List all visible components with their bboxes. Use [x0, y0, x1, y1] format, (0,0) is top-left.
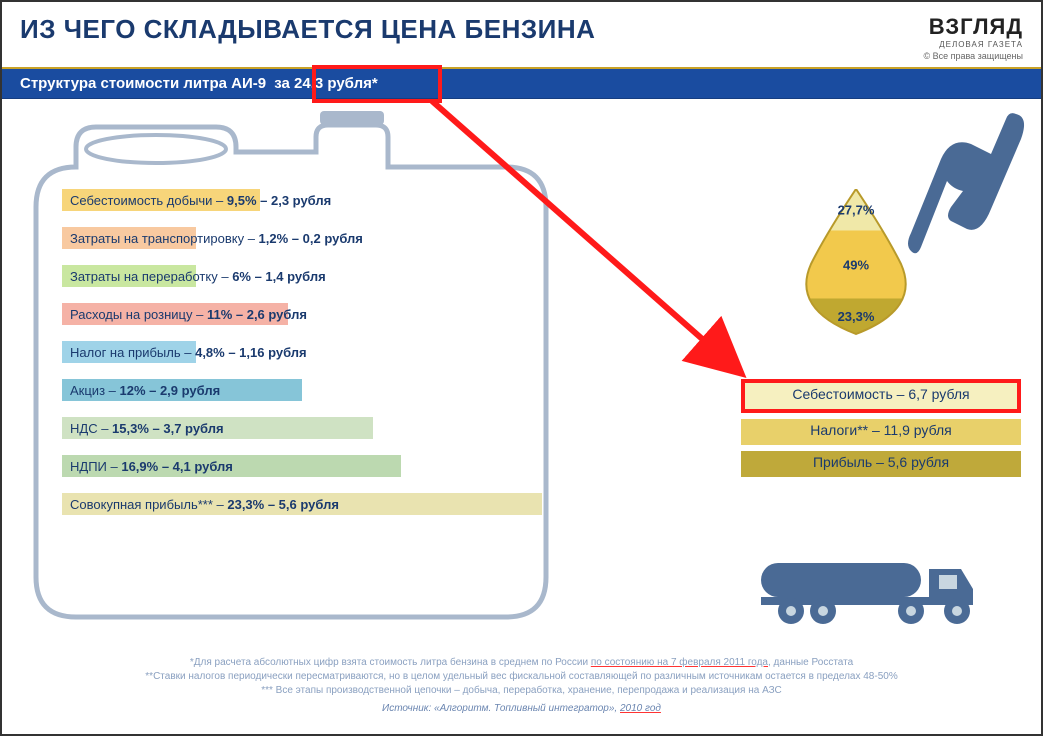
cost-bar-row: Затраты на транспортировку – 1,2% – 0,2 … — [62, 227, 542, 249]
drop-segment-label: 27,7% — [838, 203, 875, 218]
cost-bar-label: Себестоимость добычи – 9,5% – 2,3 рубля — [62, 189, 339, 212]
cost-bar-label: Совокупная прибыль*** – 23,3% – 5,6 рубл… — [62, 493, 347, 516]
summary-row: Налоги** – 11,9 рубля — [741, 419, 1021, 445]
drop-segment-label: 23,3% — [838, 309, 875, 324]
right-panel: 27,7% 49% 23,3% Себестоимость – 6,7 рубля Н… — [602, 99, 1041, 659]
summary-block: Себестоимость – 6,7 рубля Налоги** – 11,9… — [741, 379, 1021, 483]
infographic-frame: ИЗ ЧЕГО СКЛАДЫВАЕТСЯ ЦЕНА БЕНЗИНА ВЗГЛЯД… — [0, 0, 1043, 736]
summary-row: Себестоимость – 6,7 рубля — [745, 383, 1017, 409]
cost-bar-label: Налог на прибыль – 4,8% – 1,16 рубля — [62, 341, 315, 364]
highlight-box-cost: Себестоимость – 6,7 рубля — [741, 379, 1021, 413]
subtitle-prefix: Структура стоимости литра АИ-9 — [20, 75, 266, 92]
page-title: ИЗ ЧЕГО СКЛАДЫВАЕТСЯ ЦЕНА БЕНЗИНА — [20, 14, 595, 45]
footnote-1a: *Для расчета абсолютных цифр взята стоим… — [190, 657, 591, 668]
cost-bar-label: НДС – 15,3% – 3,7 рубля — [62, 417, 232, 440]
footnote-1b: , данные Росстата — [768, 657, 853, 668]
cost-bar-label: Расходы на розницу – 11% – 2,6 рубля — [62, 303, 315, 326]
highlight-box-price — [312, 65, 442, 103]
footnote-2: **Ставки налогов периодически пересматри… — [2, 670, 1041, 684]
content-area: Себестоимость добычи – 9,5% – 2,3 рубля З… — [2, 99, 1041, 659]
cost-bar-row: Себестоимость добычи – 9,5% – 2,3 рубля — [62, 189, 542, 211]
cost-bar-label: Затраты на транспортировку – 1,2% – 0,2 … — [62, 227, 371, 250]
cost-bar-row: Расходы на розницу – 11% – 2,6 рубля — [62, 303, 542, 325]
cost-bar-row: НДС – 15,3% – 3,7 рубля — [62, 417, 542, 439]
cost-bar-row: Совокупная прибыль*** – 23,3% – 5,6 рубл… — [62, 493, 542, 515]
footnote-3: *** Все этапы производственной цепочки –… — [2, 684, 1041, 698]
tanker-truck-icon — [761, 539, 1011, 629]
brand-copyright: © Все права защищены — [923, 51, 1023, 61]
cost-bar-label: НДПИ – 16,9% – 4,1 рубля — [62, 455, 241, 478]
cost-bar: Расходы на розницу – 11% – 2,6 рубля — [62, 303, 288, 325]
brand-subtitle: ДЕЛОВАЯ ГАЗЕТА — [923, 40, 1023, 49]
cost-bar-label: Акциз – 12% – 2,9 рубля — [62, 379, 228, 402]
brand-logo: ВЗГЛЯД — [923, 14, 1023, 40]
cost-bar-label: Затраты на переработку – 6% – 1,4 рубля — [62, 265, 334, 288]
drop-segment-label: 49% — [843, 257, 869, 272]
cost-bar: Налог на прибыль – 4,8% – 1,16 рубля — [62, 341, 196, 363]
left-panel: Себестоимость добычи – 9,5% – 2,3 рубля З… — [2, 99, 602, 659]
cost-bar-row: НДПИ – 16,9% – 4,1 рубля — [62, 455, 542, 477]
cost-bar: НДПИ – 16,9% – 4,1 рубля — [62, 455, 401, 477]
cost-bar: Затраты на переработку – 6% – 1,4 рубля — [62, 265, 196, 287]
footnote-1: *Для расчета абсолютных цифр взята стоим… — [2, 656, 1041, 670]
cost-bar: Себестоимость добычи – 9,5% – 2,3 рубля — [62, 189, 260, 211]
header: ИЗ ЧЕГО СКЛАДЫВАЕТСЯ ЦЕНА БЕНЗИНА ВЗГЛЯД… — [2, 2, 1041, 67]
footnote-1-underline: по состоянию на 7 февраля 2011 года — [591, 657, 768, 668]
source-line: Источник: «Алгоритм. Топливный интеграто… — [2, 702, 1041, 716]
bars-container: Себестоимость добычи – 9,5% – 2,3 рубля З… — [62, 189, 542, 531]
cost-bar-row: Акциз – 12% – 2,9 рубля — [62, 379, 542, 401]
source-year: 2010 год — [620, 703, 661, 714]
cost-bar: Затраты на транспортировку – 1,2% – 0,2 … — [62, 227, 196, 249]
cost-bar-row: Затраты на переработку – 6% – 1,4 рубля — [62, 265, 542, 287]
fuel-drop-icon: 27,7% 49% 23,3% — [791, 189, 921, 339]
cost-bar: Совокупная прибыль*** – 23,3% – 5,6 рубл… — [62, 493, 542, 515]
subtitle-bar: Структура стоимости литра АИ-9 за 24,3 р… — [2, 67, 1041, 99]
cost-bar: НДС – 15,3% – 3,7 рубля — [62, 417, 373, 439]
source-text: Источник: «Алгоритм. Топливный интеграто… — [382, 703, 620, 714]
cost-bar: Акциз – 12% – 2,9 рубля — [62, 379, 302, 401]
summary-row: Прибыль – 5,6 рубля — [741, 451, 1021, 477]
cost-bar-row: Налог на прибыль – 4,8% – 1,16 рубля — [62, 341, 542, 363]
footnotes: *Для расчета абсолютных цифр взята стоим… — [2, 656, 1041, 716]
brand-block: ВЗГЛЯД ДЕЛОВАЯ ГАЗЕТА © Все права защище… — [923, 14, 1023, 61]
